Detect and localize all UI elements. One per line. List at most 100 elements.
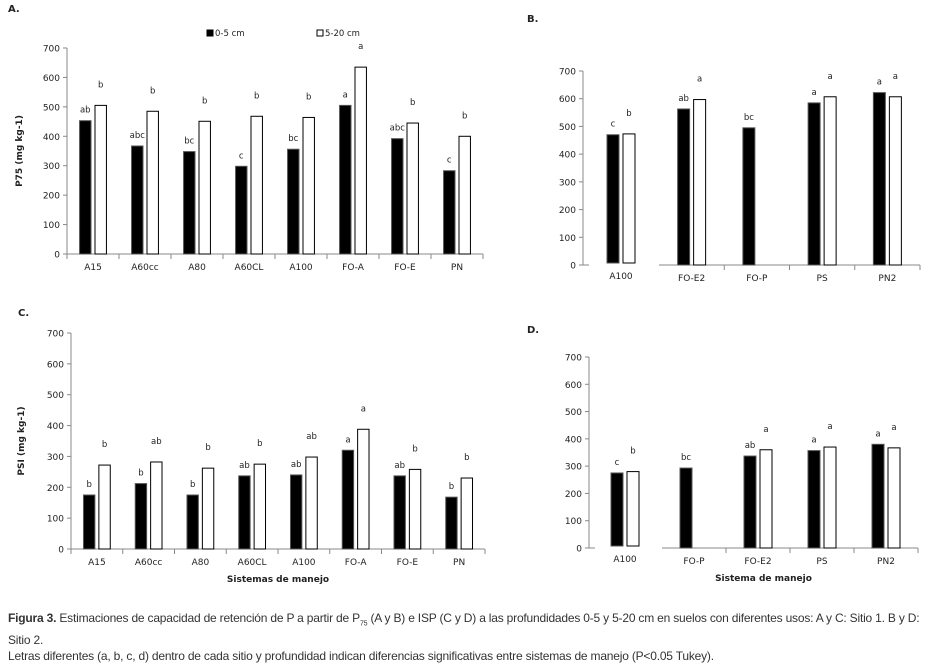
bar-5-20cm	[98, 464, 111, 550]
y-tick-label: 0	[570, 262, 576, 272]
significance-label: a	[361, 404, 366, 414]
x-tick-label: A100	[609, 272, 633, 282]
bar-0-5cm	[677, 108, 691, 266]
y-tick-label: 600	[565, 381, 582, 391]
bar-0-5cm	[807, 102, 821, 266]
x-tick-label: A100	[613, 555, 637, 565]
bar-5-20cm	[823, 96, 837, 266]
significance-label: a	[891, 423, 896, 433]
bar-0-5cm	[235, 165, 248, 255]
significance-label: bc	[184, 137, 194, 147]
x-tick-label: PN2	[878, 274, 896, 284]
bar-0-5cm	[287, 148, 300, 255]
y-tick-label: 300	[47, 453, 64, 463]
significance-label: abc	[130, 131, 146, 141]
y-tick-label: 400	[43, 133, 60, 143]
significance-label: c	[611, 120, 616, 130]
bar-0-5cm	[393, 475, 406, 550]
significance-label: ab	[745, 441, 756, 451]
y-tick-label: 0	[54, 251, 60, 261]
significance-label: a	[812, 88, 817, 98]
bar-5-20cm	[823, 446, 837, 549]
significance-label: bc	[288, 134, 298, 144]
significance-label: b	[464, 453, 469, 463]
x-tick-label: A100	[292, 558, 316, 568]
figure-label: Figura 3.	[8, 611, 57, 625]
significance-label: b	[410, 98, 415, 108]
bar-5-20cm	[460, 477, 474, 550]
significance-label: b	[98, 80, 103, 90]
bar-5-20cm	[458, 135, 471, 255]
significance-label: ab	[151, 437, 162, 447]
panel-label: A.	[8, 4, 20, 15]
legend-label-5-20cm: 5-20 cm	[325, 29, 360, 39]
significance-label: ab	[394, 461, 405, 471]
x-tick-label: A60cc	[131, 263, 159, 273]
figure-charts: A. 0 100 200 300 400 500 600 700 P75 (mg kg-1) A15…	[8, 4, 921, 585]
y-tick-label: 700	[43, 45, 60, 55]
bar-0-5cm	[134, 483, 148, 550]
y-tick-label: 500	[47, 391, 64, 401]
significance-label: ab	[239, 461, 250, 471]
y-tick-label: 400	[47, 422, 64, 432]
y-tick-label: 100	[43, 221, 60, 231]
significance-label: ab	[306, 432, 317, 442]
y-tick-label: 100	[559, 234, 576, 244]
y-tick-label: 700	[47, 330, 64, 340]
bar-5-20cm	[622, 133, 636, 264]
bar-0-5cm	[606, 134, 620, 264]
significance-label: ab	[80, 106, 91, 116]
bar-5-20cm	[305, 456, 318, 550]
x-tick-label: FO-P	[683, 557, 705, 567]
significance-label: c	[239, 151, 244, 161]
significance-label: b	[190, 480, 195, 490]
y-tick-label: 500	[565, 408, 582, 418]
x-tick-label: PN2	[877, 557, 895, 567]
bar-5-20cm	[888, 96, 902, 266]
x-tick-label: A60cc	[135, 558, 163, 568]
bar-0-5cm	[443, 170, 456, 255]
significance-label: a	[875, 429, 880, 439]
bar-0-5cm	[610, 472, 624, 547]
x-tick-label: A60CL	[235, 263, 264, 273]
significance-label: bc	[744, 113, 754, 123]
bar-0-5cm	[238, 475, 251, 550]
bar-0-5cm	[872, 92, 886, 266]
x-tick-label: A15	[88, 558, 106, 568]
figure-caption-note: Letras diferentes (a, b, c, d) dentro de…	[8, 649, 714, 663]
y-axis-label: P75 (mg kg-1)	[15, 115, 25, 187]
y-tick-label: 700	[559, 68, 576, 78]
significance-label: a	[877, 78, 882, 88]
y-tick-label: 200	[43, 192, 60, 202]
bar-0-5cm	[391, 138, 404, 255]
bar-5-20cm	[759, 449, 773, 549]
significance-label: abc	[390, 124, 406, 134]
significance-label: a	[697, 75, 702, 85]
bar-0-5cm	[807, 450, 821, 549]
significance-label: b	[86, 480, 91, 490]
x-tick-label: A100	[289, 263, 313, 273]
caption-subscript: 75	[359, 620, 368, 628]
y-axis-label: PSI (mg kg-1)	[17, 406, 27, 475]
bar-5-20cm	[302, 116, 315, 255]
x-tick-label: FO-A	[342, 263, 365, 273]
significance-label: ab	[678, 94, 689, 104]
x-tick-label: A60CL	[238, 558, 267, 568]
significance-label: bc	[681, 453, 691, 463]
legend-label-0-5cm: 0-5 cm	[215, 29, 245, 39]
significance-label: b	[630, 447, 635, 457]
significance-label: b	[306, 92, 311, 102]
significance-label: b	[257, 439, 262, 449]
y-tick-label: 400	[565, 435, 582, 445]
bar-0-5cm	[289, 474, 303, 550]
bar-0-5cm	[186, 494, 199, 550]
bar-0-5cm	[871, 443, 885, 549]
legend-swatch-5-20cm	[316, 29, 324, 37]
bar-5-20cm	[253, 463, 267, 550]
y-tick-label: 100	[47, 515, 64, 525]
y-tick-label: 600	[559, 95, 576, 105]
caption-text-1: Estimaciones de capacidad de retención d…	[59, 611, 360, 625]
y-tick-label: 500	[559, 123, 576, 133]
y-tick-label: 600	[43, 74, 60, 84]
figure-caption: Figura 3. Estimaciones de capacidad de r…	[8, 610, 936, 648]
